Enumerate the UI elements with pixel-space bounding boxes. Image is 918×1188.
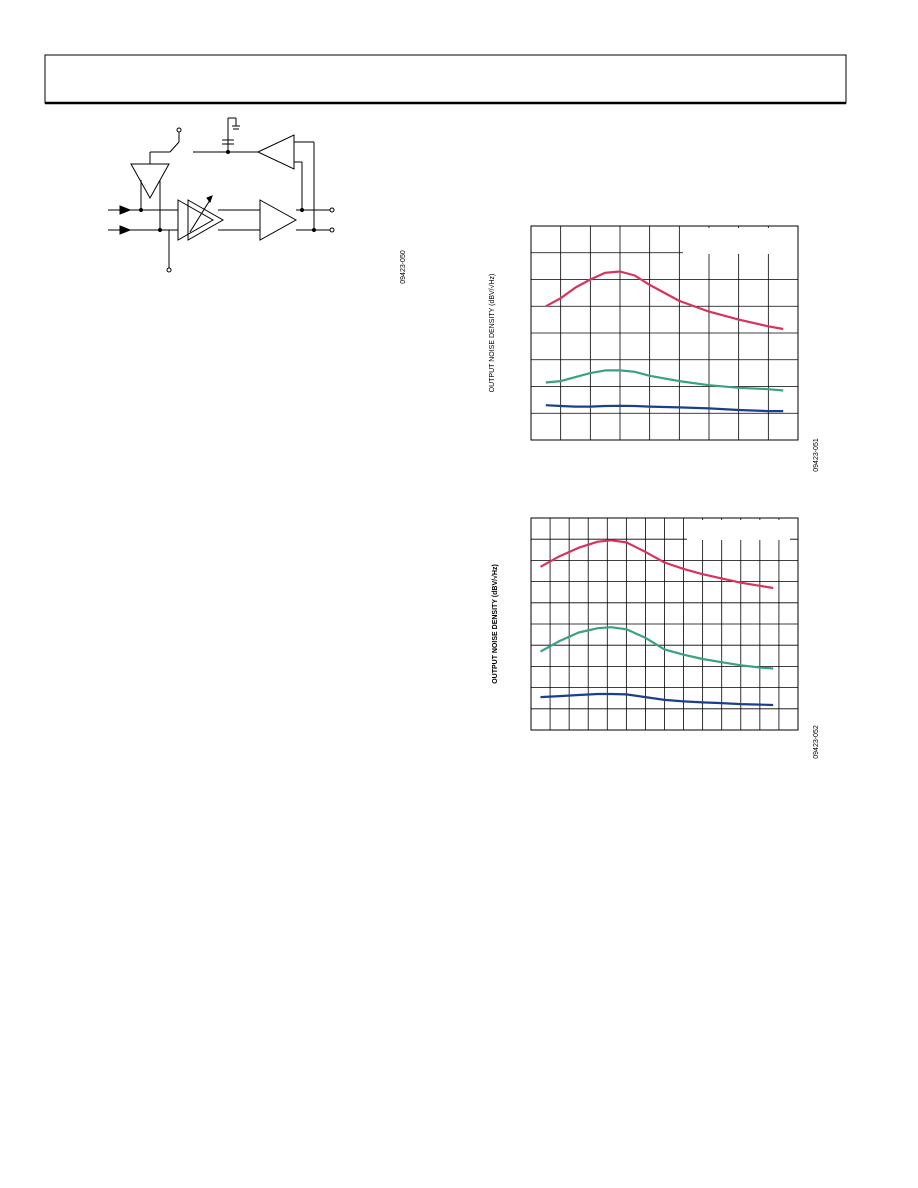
series-line <box>545 404 784 413</box>
legend-box <box>687 520 790 540</box>
figure-id: 09423-052 <box>813 725 820 759</box>
header-box <box>44 54 847 104</box>
series-line <box>539 539 774 590</box>
legend-box <box>683 228 798 254</box>
series-line <box>540 692 774 707</box>
circuit-diagram <box>108 117 335 273</box>
header <box>44 54 847 105</box>
plot-frame <box>530 225 799 441</box>
series-line <box>539 626 774 670</box>
plot-frame <box>530 517 799 731</box>
y-axis-label: OUTPUT NOISE DENSITY (dBV/√Hz) <box>491 564 499 684</box>
series-line <box>545 369 784 392</box>
figure-id: 09423-050 <box>400 250 407 284</box>
y-axis-label: OUTPUT NOISE DENSITY (dBV/√Hz) <box>488 274 496 393</box>
figure-id: 09423-051 <box>813 438 820 472</box>
series-line <box>545 270 784 331</box>
